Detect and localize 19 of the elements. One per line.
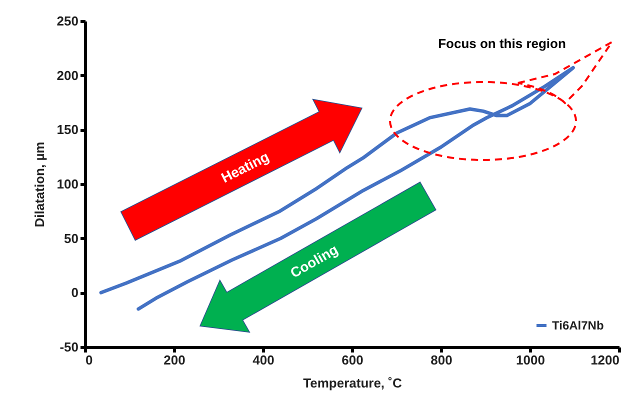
x-tick-label: 0: [86, 352, 93, 368]
y-tick-label: -50: [60, 340, 78, 354]
y-tick-label: 0: [71, 285, 78, 300]
x-tick-label: 800: [430, 352, 452, 368]
x-tick-label: 400: [252, 352, 274, 368]
y-tick-label: 200: [56, 68, 78, 83]
annotation: Focus on this region: [438, 36, 566, 51]
x-axis-title: Temperature, ˚C: [303, 376, 402, 390]
x-tick-label: 1000: [516, 352, 545, 368]
y-axis-title: Dilatation, µm: [32, 142, 47, 228]
x-tick-label: 200: [164, 352, 186, 368]
y-tick-label: 100: [56, 176, 78, 192]
x-tick-label: 600: [342, 352, 364, 368]
legend-label: Ti6Al7Nb: [552, 318, 604, 332]
x-tick-label: 1200: [590, 352, 620, 368]
y-tick-label: 250: [56, 14, 78, 28]
line-series: [99, 66, 575, 311]
y-tick-label: 150: [56, 122, 78, 138]
y-tick-label: 50: [64, 230, 78, 246]
